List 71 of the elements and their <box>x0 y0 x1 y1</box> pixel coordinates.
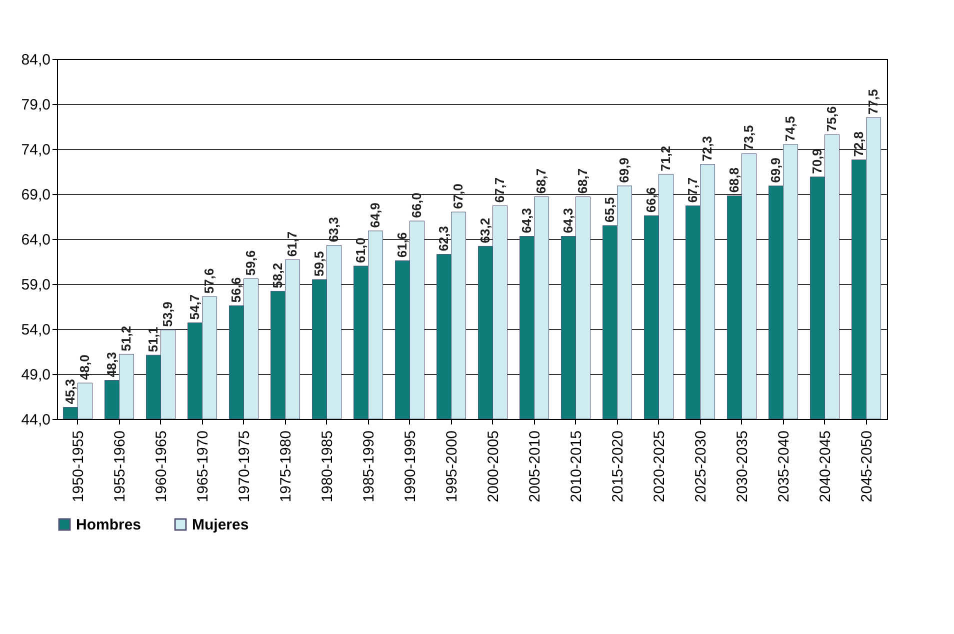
x-tick-label: 1975-1980 <box>277 430 294 502</box>
data-label: 53,9 <box>160 302 176 327</box>
data-label: 69,9 <box>616 158 632 183</box>
data-label: 67,7 <box>684 177 700 203</box>
data-label: 68,7 <box>575 168 590 194</box>
data-label: 75,6 <box>824 106 840 132</box>
data-label: 65,5 <box>602 197 617 222</box>
data-label: 59,5 <box>311 251 326 276</box>
data-label: 54,7 <box>186 294 202 320</box>
x-tick-label: 2040-2045 <box>816 430 834 502</box>
y-tick-label: 49,0 <box>21 366 50 384</box>
x-tick-label: 1990-1995 <box>402 430 419 502</box>
x-tick-label: 2035-2040 <box>775 430 792 502</box>
data-label: 73,5 <box>741 125 756 150</box>
legend-label: Mujeres <box>192 516 249 534</box>
data-label: 48,0 <box>77 354 92 380</box>
data-label: 51,2 <box>118 326 134 352</box>
data-label: 63,3 <box>326 216 342 242</box>
x-tick-label: 1965-1970 <box>194 430 212 502</box>
data-label: 66,0 <box>409 192 424 218</box>
data-label: 71,2 <box>658 146 674 172</box>
y-tick-label: 74,0 <box>21 142 50 158</box>
data-label: 77,5 <box>866 89 881 114</box>
y-tick-label: 44,0 <box>21 412 50 428</box>
x-tick-label: 1980-1985 <box>318 430 336 502</box>
data-label: 72,3 <box>700 136 715 162</box>
x-tick-label: 1960-1965 <box>152 430 170 502</box>
data-label: 61,6 <box>394 232 410 258</box>
x-tick-label: 2025-2030 <box>692 430 710 502</box>
data-label: 56,6 <box>228 277 244 303</box>
data-label: 57,6 <box>202 268 217 294</box>
data-label: 61,7 <box>284 231 300 257</box>
data-label: 68,7 <box>534 168 549 194</box>
x-tick-label: 2010-2015 <box>568 430 585 502</box>
data-label: 69,9 <box>768 158 783 183</box>
data-label: 70,9 <box>809 148 824 174</box>
y-tick-label: 79,0 <box>21 96 50 114</box>
data-label: 61,0 <box>352 238 368 263</box>
data-label: 45,3 <box>62 378 78 404</box>
x-tick-label: 1995-2000 <box>443 430 460 502</box>
data-label: 58,2 <box>270 262 285 288</box>
data-label: 64,3 <box>560 208 576 234</box>
y-tick-label: 54,0 <box>21 322 50 338</box>
data-label: 67,0 <box>450 184 466 209</box>
data-label: 68,8 <box>726 167 742 193</box>
data-label: 63,2 <box>477 218 492 244</box>
x-tick-label: 2015-2020 <box>609 430 626 502</box>
x-tick-label: 2005-2010 <box>526 430 544 502</box>
data-label: 51,1 <box>145 326 160 352</box>
data-label: 59,6 <box>243 250 258 276</box>
y-tick-label: 64,0 <box>21 232 50 248</box>
x-tick-label: 2045-2050 <box>858 430 876 502</box>
data-label: 74,5 <box>782 116 798 142</box>
y-tick-label: 59,0 <box>21 276 50 294</box>
x-tick-label: 1950-1955 <box>70 430 87 502</box>
data-label: 72,8 <box>850 131 866 157</box>
y-tick-label: 84,0 <box>21 52 50 68</box>
data-label: 48,3 <box>104 352 119 378</box>
x-tick-label: 2020-2025 <box>650 430 668 502</box>
x-tick-label: 2030-2035 <box>734 430 751 502</box>
x-tick-label: 2000-2005 <box>484 430 502 502</box>
data-label: 62,3 <box>436 226 451 252</box>
x-tick-label: 1955-1960 <box>111 430 128 502</box>
y-tick-label: 69,0 <box>21 186 50 204</box>
legend-label: Hombres <box>76 516 142 534</box>
data-label: 67,7 <box>492 177 508 203</box>
x-tick-label: 1970-1975 <box>236 430 253 502</box>
data-label: 66,6 <box>643 187 658 213</box>
data-label: 64,3 <box>518 208 534 234</box>
x-tick-label: 1985-1990 <box>360 430 378 502</box>
data-label: 64,9 <box>368 202 383 228</box>
